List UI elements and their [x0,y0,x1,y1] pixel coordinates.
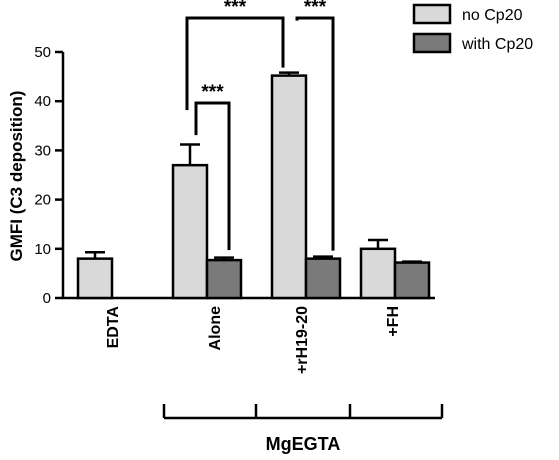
bar [393,261,431,300]
significance-bracket [295,16,335,251]
bar [359,247,397,300]
legend-label: no Cp20 [462,7,523,24]
y-tick-label: 10 [34,241,51,258]
bar [171,163,209,300]
x-tick-label: EDTA [105,306,122,349]
bar [270,74,308,300]
significance-label: *** [201,82,224,103]
significance-bracket [194,101,231,251]
x-tick-labels: EDTA Alone +rH19-20 +FH [105,306,402,374]
x-tick-label: +rH19-20 [294,306,311,374]
x-tick-label: Alone [207,306,224,351]
bar [76,257,114,300]
group-label: MgEGTA [266,434,341,454]
significance-label: *** [304,0,327,18]
error-bars-group [85,71,422,263]
legend-label: with Cp20 [461,36,533,53]
legend-swatch [412,3,452,25]
bar [205,258,243,300]
group-bracket: MgEGTA [162,404,444,454]
bars-group [76,74,431,300]
significance-bracket [185,16,285,111]
axes: 0 10 20 30 40 50 [34,44,435,307]
y-tick-label: 40 [34,93,51,110]
x-tick-label: +FH [385,306,402,337]
significance-brackets: *** *** *** [185,0,335,251]
y-tick-label: 20 [34,192,51,209]
legend-swatch [412,32,452,54]
y-tick-label: 0 [43,290,51,307]
bar [304,257,342,300]
y-axis-label: GMFI (C3 deposition) [7,91,26,262]
y-tick-label: 30 [34,142,51,159]
y-tick-label: 50 [34,44,51,61]
significance-label: *** [224,0,247,18]
legend: no Cp20 with Cp20 [412,3,533,54]
